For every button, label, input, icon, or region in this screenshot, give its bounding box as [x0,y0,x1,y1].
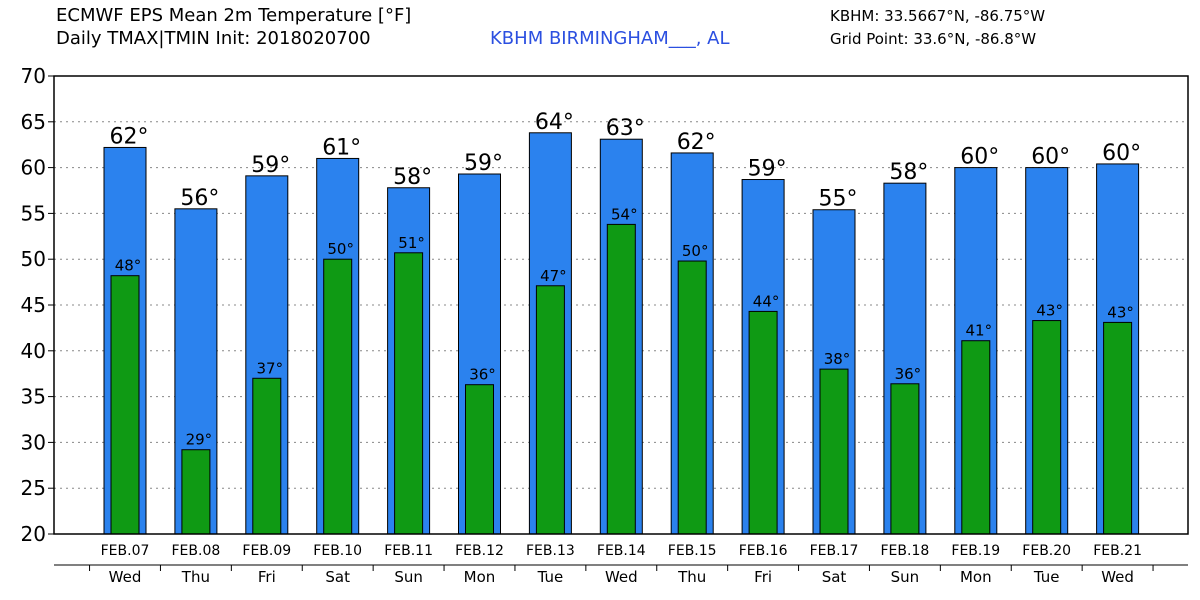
x-date-label: FEB.08 [172,543,221,559]
x-day-label: Wed [605,568,638,586]
tmax-label: 60° [1102,141,1141,166]
y-tick-label: 55 [21,201,46,225]
tmin-label: 54° [611,205,638,223]
tmin-bar [535,285,565,535]
x-date-label: FEB.07 [101,543,150,559]
tmax-label: 55° [819,187,858,212]
x-date-label: FEB.18 [881,543,930,559]
tmin-bar [465,384,494,535]
tmin-label: 48° [115,257,142,275]
tmin-bar [323,258,353,535]
x-day-label: Thu [181,568,210,586]
tmax-label: 61° [322,135,361,160]
tmax-label: 60° [960,145,999,170]
x-day-label: Sun [891,568,920,586]
chart-subtitle: Daily TMAX|TMIN Init: 2018020700 [56,28,371,49]
plot-frame [53,75,1189,535]
x-date-label: FEB.21 [1093,543,1142,559]
tmin-label: 29° [186,431,213,449]
tmin-bar [252,377,282,535]
station-coordinates: KBHM: 33.5667°N, -86.75°W [830,7,1046,25]
tmin-bar [819,368,849,535]
x-day-label: Tue [537,568,564,586]
tmax-label: 60° [1031,145,1070,170]
tmin-label: 36° [895,365,922,383]
station-name: KBHM BIRMINGHAM___, AL [490,28,730,49]
tmax-label: 59° [464,151,503,176]
tmin-bar [606,223,636,535]
tmin-bar [394,252,424,535]
y-tick-label: 70 [21,64,46,88]
x-date-label: FEB.13 [526,543,575,559]
x-date-label: FEB.11 [384,543,433,559]
tmax-label: 59° [251,153,290,178]
tmin-bar [748,310,778,535]
x-day-label: Mon [960,568,992,586]
tmax-label: 63° [606,116,645,141]
x-date-label: FEB.12 [455,543,504,559]
tmin-label: 51° [398,234,425,252]
tmin-bar [1032,320,1062,535]
y-tick-label: 35 [21,385,46,409]
x-date-label: FEB.14 [597,543,646,559]
tmin-bar [110,275,140,535]
tmax-label: 58° [889,160,928,185]
tmin-label: 47° [540,267,567,285]
x-day-label: Wed [109,568,142,586]
tmin-label: 41° [966,322,993,340]
tmin-label: 43° [1107,303,1134,321]
tmax-label: 59° [748,157,787,182]
y-tick-label: 45 [21,293,46,317]
grid-point-coordinates: Grid Point: 33.6°N, -86.8°W [830,30,1037,48]
tmin-bar [890,383,920,535]
x-day-label: Sat [325,568,350,586]
y-tick-label: 20 [21,522,46,546]
tmin-bar [677,260,707,535]
y-tick-label: 60 [21,156,46,180]
x-date-label: FEB.19 [951,543,1000,559]
x-date-label: FEB.09 [242,543,291,559]
x-day-label: Wed [1101,568,1134,586]
tmin-label: 50° [327,240,354,258]
y-tick-label: 65 [21,110,46,134]
tmin-label: 36° [469,366,496,384]
y-tick-label: 30 [21,430,46,454]
tmin-bar [1103,321,1133,535]
x-day-label: Sun [394,568,423,586]
x-day-label: Sat [822,568,847,586]
tmin-label: 44° [753,292,780,310]
x-day-label: Tue [1033,568,1060,586]
tmin-label: 43° [1036,302,1063,320]
x-day-label: Mon [464,568,496,586]
x-date-label: FEB.17 [810,543,859,559]
tmax-label: 58° [393,165,432,190]
x-day-label: Thu [677,568,706,586]
x-date-label: FEB.20 [1022,543,1071,559]
tmax-label: 62° [110,124,149,149]
tmin-bar [181,449,211,535]
y-tick-label: 50 [21,247,46,271]
tmin-bar [961,340,991,535]
x-date-label: FEB.15 [668,543,717,559]
y-tick-label: 25 [21,476,46,500]
tmin-label: 37° [257,359,284,377]
tmax-label: 64° [535,110,574,135]
x-day-label: Fri [754,568,772,586]
tmin-label: 38° [824,350,851,368]
x-day-label: Fri [258,568,276,586]
tmin-label: 50° [682,242,709,260]
tmax-label: 62° [677,130,716,155]
y-tick-label: 40 [21,339,46,363]
x-date-label: FEB.10 [313,543,362,559]
chart-title: ECMWF EPS Mean 2m Temperature [°F] [56,5,412,26]
tmax-label: 56° [180,186,219,211]
x-date-label: FEB.16 [739,543,788,559]
